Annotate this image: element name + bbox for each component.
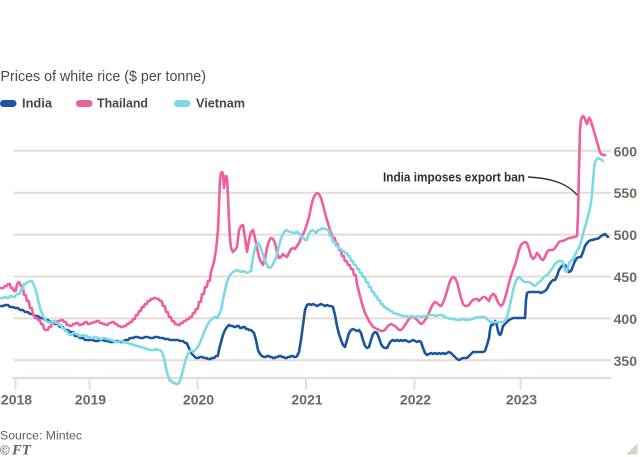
svg-text:2020: 2020 — [183, 392, 214, 408]
svg-text:©FT: © FT — [0, 443, 32, 457]
svg-text:450: 450 — [614, 269, 638, 285]
svg-text:350: 350 — [614, 353, 638, 369]
svg-text:2019: 2019 — [75, 392, 106, 408]
svg-text:Source: Mintec: Source: Mintec — [0, 429, 82, 443]
svg-text:Prices of white rice ($ per to: Prices of white rice ($ per tonne) — [1, 68, 207, 85]
svg-text:2022: 2022 — [400, 392, 431, 408]
svg-text:India imposes export ban: India imposes export ban — [383, 171, 525, 185]
svg-text:Thailand: Thailand — [97, 96, 148, 111]
svg-text:500: 500 — [614, 227, 638, 243]
svg-text:400: 400 — [614, 311, 638, 327]
svg-text:2018: 2018 — [1, 392, 32, 408]
svg-text:550: 550 — [614, 185, 638, 201]
svg-text:2023: 2023 — [506, 392, 537, 408]
svg-text:2021: 2021 — [291, 392, 322, 408]
svg-text:600: 600 — [614, 143, 638, 159]
svg-text:Vietnam: Vietnam — [196, 96, 245, 111]
svg-text:India: India — [22, 96, 53, 111]
